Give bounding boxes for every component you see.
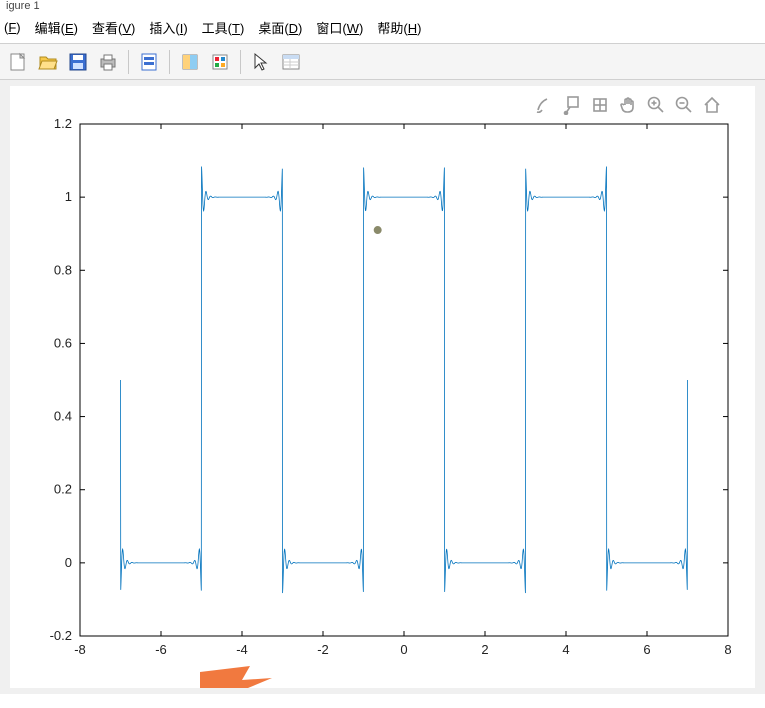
window-title-fragment: igure 1 <box>0 0 765 12</box>
xtick-label: -2 <box>317 642 329 657</box>
xtick-label: -4 <box>236 642 248 657</box>
xtick-label: 4 <box>562 642 569 657</box>
watermark-arrow-icon <box>200 666 272 688</box>
menu-file[interactable]: (F) <box>4 20 21 35</box>
colorbar-button[interactable] <box>206 48 234 76</box>
menu-desktop[interactable]: 桌面(D) <box>258 18 302 37</box>
xtick-label: 2 <box>481 642 488 657</box>
page-setup-button[interactable] <box>135 48 163 76</box>
menu-help[interactable]: 帮助(H) <box>377 18 421 37</box>
ytick-label: 1.2 <box>54 116 72 131</box>
menu-insert[interactable]: 插入(I) <box>149 18 187 37</box>
ytick-label: 0.2 <box>54 482 72 497</box>
property-inspector-button[interactable] <box>277 48 305 76</box>
xtick-label: 8 <box>724 642 731 657</box>
menu-window[interactable]: 窗口(W) <box>316 18 363 37</box>
figure-canvas[interactable]: -8 -6 -4 -2 0 2 4 6 8 -0.2 0 0.2 0.4 0.6 0.8 1 1.2 <box>10 86 755 688</box>
toolbar-separator <box>169 50 170 74</box>
ytick-label: 0.8 <box>54 262 72 277</box>
xtick-label: -6 <box>155 642 167 657</box>
print-button[interactable] <box>94 48 122 76</box>
menubar: (F) 编辑(E) 查看(V) 插入(I) 工具(T) 桌面(D) 窗口(W) … <box>0 12 765 44</box>
xtick-label: 6 <box>643 642 650 657</box>
data-cursor-marker[interactable] <box>374 226 382 234</box>
xtick-label: -8 <box>74 642 86 657</box>
ytick-label: 0.4 <box>54 409 72 424</box>
toolbar-separator <box>128 50 129 74</box>
menu-edit[interactable]: 编辑(E) <box>35 18 78 37</box>
main-toolbar <box>0 44 765 80</box>
ytick-label: 0.6 <box>54 335 72 350</box>
ytick-label: -0.2 <box>50 628 72 643</box>
edit-plot-button[interactable] <box>247 48 275 76</box>
open-file-button[interactable] <box>34 48 62 76</box>
xtick-label: 0 <box>400 642 407 657</box>
toolbar-separator <box>240 50 241 74</box>
new-figure-button[interactable] <box>4 48 32 76</box>
link-plot-button[interactable] <box>176 48 204 76</box>
ytick-label: 0 <box>65 555 72 570</box>
ytick-label: 1 <box>65 189 72 204</box>
menu-tools[interactable]: 工具(T) <box>202 18 245 37</box>
menu-view[interactable]: 查看(V) <box>92 18 135 37</box>
save-button[interactable] <box>64 48 92 76</box>
figure-area: -8 -6 -4 -2 0 2 4 6 8 -0.2 0 0.2 0.4 0.6 0.8 1 1.2 <box>0 80 765 694</box>
plot-box <box>80 124 728 636</box>
axes[interactable]: -8 -6 -4 -2 0 2 4 6 8 -0.2 0 0.2 0.4 0.6 0.8 1 1.2 <box>10 86 755 688</box>
